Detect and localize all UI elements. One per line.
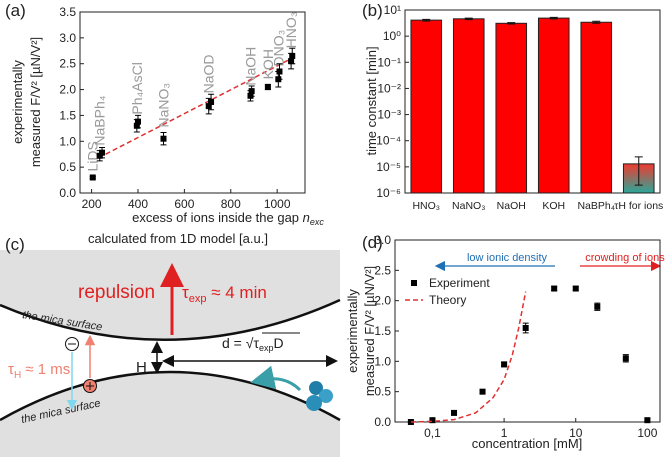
x-axis-label: concentration [mM]: [472, 436, 583, 451]
repulsion-label: repulsion: [78, 282, 155, 303]
x-tick-label: 1000: [264, 197, 291, 211]
x-tick-label: 800: [221, 197, 241, 211]
panel-d: (d) concentration [mM] experimentally me…: [345, 233, 665, 451]
y-tick-label: 10⁻¹: [377, 55, 401, 69]
x-tick-label: 1: [501, 426, 508, 440]
x-axis-label: calculated from 1D model [a.u.]: [88, 231, 268, 246]
point: [451, 410, 457, 416]
x-tick-label: 600: [174, 197, 194, 211]
point-label: HNO₃: [283, 12, 299, 49]
point: [594, 304, 600, 310]
plot-frame: [395, 240, 660, 422]
y-tick-label: 2.5: [59, 57, 76, 71]
panel-label: (b): [362, 1, 383, 20]
y-tick-label: 10⁻²: [377, 81, 401, 95]
point: [480, 389, 486, 395]
x-tick-label: 10: [569, 426, 583, 440]
point: [623, 355, 629, 361]
bar: [538, 18, 569, 193]
y-axis-label: experimentally: [10, 60, 25, 144]
point: [265, 84, 271, 90]
y-tick-label: 1.0: [374, 354, 391, 368]
annotation: low ionic density: [467, 252, 548, 264]
x-tick-label: 200: [82, 197, 102, 211]
point: [551, 286, 557, 292]
point: [135, 119, 141, 125]
bar: [496, 23, 527, 193]
gap-label: H: [136, 359, 147, 376]
point: [208, 99, 214, 105]
bar: [453, 19, 484, 193]
y-tick-label: 2.0: [374, 294, 391, 308]
legend-label: Theory: [429, 293, 466, 307]
y-tick-label: 0.5: [374, 385, 391, 399]
point: [501, 361, 507, 367]
y-tick-label: 1.5: [374, 324, 391, 338]
point-label: NaOD: [201, 54, 217, 93]
x-tick-label: 100: [637, 426, 657, 440]
bar: [411, 20, 442, 193]
x-tick-label: HNO₃: [412, 200, 440, 212]
bar: [581, 22, 612, 193]
y-tick-label: 0.0: [374, 415, 391, 429]
point-label: NaBPh₄: [92, 95, 108, 145]
x-tick-label: NaNO₃: [452, 200, 485, 212]
x-tick-label: KOH: [542, 200, 565, 212]
y-axis-label: measured F/V² [µN/V²]: [28, 37, 43, 167]
y-tick-label: 3.0: [59, 31, 76, 45]
panel-a: (a) excess of ions inside the gap nexc c…: [5, 1, 324, 246]
distance-label: d = √τexpD: [222, 335, 284, 353]
point: [161, 136, 167, 142]
y-tick-label: 3.5: [59, 5, 76, 19]
x-tick-label: NaBPh₄: [577, 200, 615, 212]
point: [99, 150, 105, 156]
y-tick-label: 10⁻⁴: [376, 134, 401, 148]
tau-h-label: τH ≈ 1 ms: [8, 361, 70, 381]
point: [573, 286, 579, 292]
theory-line: [411, 292, 526, 422]
plot-frame: [405, 10, 660, 193]
point: [276, 68, 282, 74]
legend-swatch: [411, 280, 417, 286]
point-label: NaOH: [242, 47, 258, 86]
panel-label: (a): [5, 1, 26, 20]
x-tick-label: 400: [128, 197, 148, 211]
point: [289, 53, 295, 59]
legend-label: Experiment: [429, 276, 490, 290]
y-tick-label: 10⁻⁶: [376, 186, 401, 200]
point-label: Ph₄AsCl: [129, 62, 145, 114]
diagram: (c) repulsion τexp ≈ 4 min the mica surf…: [0, 235, 340, 457]
molecule: [306, 395, 322, 411]
y-tick-label: 1.5: [59, 108, 76, 122]
y-tick-label: 10¹: [384, 3, 401, 17]
x-axis-label: excess of ions inside the gap nexc: [132, 210, 324, 227]
y-tick-label: 0.5: [59, 160, 76, 174]
point: [429, 417, 435, 423]
y-tick-label: 10⁻³: [377, 108, 401, 122]
upper-surface: [0, 250, 340, 340]
panel-b: (b) time constant [min] 10⁻⁶10⁻⁵10⁻⁴10⁻³…: [362, 1, 663, 212]
y-axis-label: experimentally: [345, 289, 360, 373]
point: [249, 88, 255, 94]
x-tick-label: NaOH: [497, 200, 526, 212]
y-tick-label: 2.0: [59, 83, 76, 97]
y-tick-label: 3.0: [374, 233, 391, 247]
y-tick-label: 0.0: [59, 186, 76, 200]
point: [523, 325, 529, 331]
annotation: crowding of ions: [585, 252, 665, 264]
x-tick-label: τH for ions: [614, 200, 663, 212]
y-tick-label: 1.0: [59, 134, 76, 148]
point: [644, 417, 650, 423]
panel-label: (c): [5, 235, 25, 254]
x-tick-label: 0,1: [424, 426, 441, 440]
point: [90, 174, 96, 180]
y-tick-label: 10⁻⁵: [376, 160, 401, 174]
point-label: NaNO₃: [156, 83, 172, 128]
y-tick-label: 10⁰: [383, 29, 401, 43]
y-tick-label: 2.5: [374, 263, 391, 277]
